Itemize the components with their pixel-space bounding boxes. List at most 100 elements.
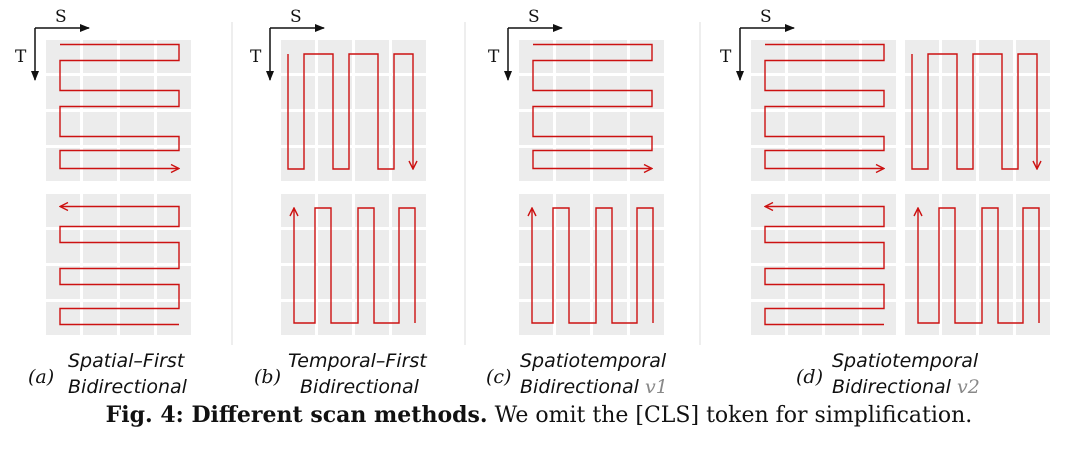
grid-cell — [392, 40, 426, 73]
grid-cell — [355, 76, 389, 109]
grid-cell — [942, 266, 976, 299]
grid-cell — [519, 194, 553, 227]
grid-cell — [120, 112, 154, 145]
grid-cell — [556, 230, 590, 263]
grid-cell — [281, 148, 315, 181]
panel-tag: (b) — [254, 366, 281, 388]
scan-path — [765, 207, 885, 326]
grid-cell — [1016, 40, 1050, 73]
grid-cell — [630, 76, 664, 109]
scan-path — [287, 53, 413, 169]
grid-cell — [942, 112, 976, 145]
grid-cell — [83, 148, 117, 181]
grid-cell — [83, 302, 117, 335]
grid-cell — [905, 230, 939, 263]
grid-cell — [862, 40, 896, 73]
grid-cell — [556, 40, 590, 73]
grid-cell — [120, 266, 154, 299]
grid-cell — [83, 112, 117, 145]
t-axis-label: T — [720, 47, 732, 67]
grid-cell — [392, 76, 426, 109]
grid-cell — [751, 76, 785, 109]
panel-caption-line1: Spatial–First — [68, 350, 185, 372]
grid-cell — [46, 148, 80, 181]
grid-cell — [281, 40, 315, 73]
grid-cell — [751, 40, 785, 73]
grid-cell — [157, 302, 191, 335]
panel-tag: (c) — [486, 366, 512, 388]
grid-cell — [46, 112, 80, 145]
grid-cell — [519, 40, 553, 73]
grid-cell — [318, 76, 352, 109]
grid-cell — [1016, 112, 1050, 145]
grid-cell — [979, 148, 1013, 181]
grid-cell — [120, 302, 154, 335]
grid-cell — [392, 266, 426, 299]
grid-cell — [788, 230, 822, 263]
grid-cell — [979, 266, 1013, 299]
grid-cell — [556, 148, 590, 181]
panel-tag: (a) — [28, 366, 55, 388]
grid-cell — [519, 76, 553, 109]
grid-cell — [825, 266, 859, 299]
figure-caption-label: Fig. 4: Different scan methods. — [105, 402, 488, 428]
s-axis-label: S — [760, 7, 772, 27]
grid-cell — [979, 230, 1013, 263]
scan-diagram: S T S T S T S T — [15, 7, 1050, 345]
grid-cell — [281, 266, 315, 299]
s-axis-label: S — [528, 7, 540, 27]
grid-cell — [318, 194, 352, 227]
grid-cell — [593, 40, 627, 73]
grid-cell — [942, 302, 976, 335]
grid-cell — [862, 76, 896, 109]
grid-cell — [593, 148, 627, 181]
grid-cell — [630, 230, 664, 263]
grid-cell — [556, 302, 590, 335]
figure-caption: Fig. 4: Different scan methods. We omit … — [0, 402, 1078, 428]
grid-cell — [825, 302, 859, 335]
grid-cell — [392, 194, 426, 227]
grid-cell — [392, 112, 426, 145]
grid-cell — [630, 266, 664, 299]
grid-cell — [630, 194, 664, 227]
version-label: v1 — [644, 376, 668, 398]
grid-cell — [157, 148, 191, 181]
grid-cell — [825, 148, 859, 181]
grid-cell — [942, 194, 976, 227]
t-axis-label: T — [488, 47, 500, 67]
grid-cell — [862, 230, 896, 263]
grid-cell — [318, 266, 352, 299]
grid-cell — [318, 230, 352, 263]
grid-cell — [1016, 148, 1050, 181]
panel-caption-line2: Bidirectional v2 — [832, 376, 980, 398]
version-label: v2 — [956, 376, 980, 398]
grid-cell — [862, 148, 896, 181]
grid-cell — [46, 302, 80, 335]
grid-cell — [905, 112, 939, 145]
grid-cell — [751, 112, 785, 145]
grid-cell — [355, 112, 389, 145]
grid-cell — [825, 230, 859, 263]
grid-cell — [630, 40, 664, 73]
grid-cell — [120, 40, 154, 73]
grid-cell — [788, 266, 822, 299]
grid-cell — [46, 40, 80, 73]
grid-cell — [556, 112, 590, 145]
grid-cell — [905, 194, 939, 227]
grid-cell — [355, 266, 389, 299]
grid-cell — [392, 302, 426, 335]
grid-cell — [593, 194, 627, 227]
grid-cell — [83, 76, 117, 109]
grid-cell — [157, 194, 191, 227]
grid-cell — [355, 230, 389, 263]
grid-cell — [83, 266, 117, 299]
grid-cell — [751, 266, 785, 299]
grid-cell — [751, 194, 785, 227]
grid-cell — [942, 76, 976, 109]
grid-cell — [355, 302, 389, 335]
grid-cell — [556, 266, 590, 299]
grid-cell — [120, 194, 154, 227]
grid-cell — [905, 148, 939, 181]
grid-cell — [862, 194, 896, 227]
grid-cell — [157, 266, 191, 299]
